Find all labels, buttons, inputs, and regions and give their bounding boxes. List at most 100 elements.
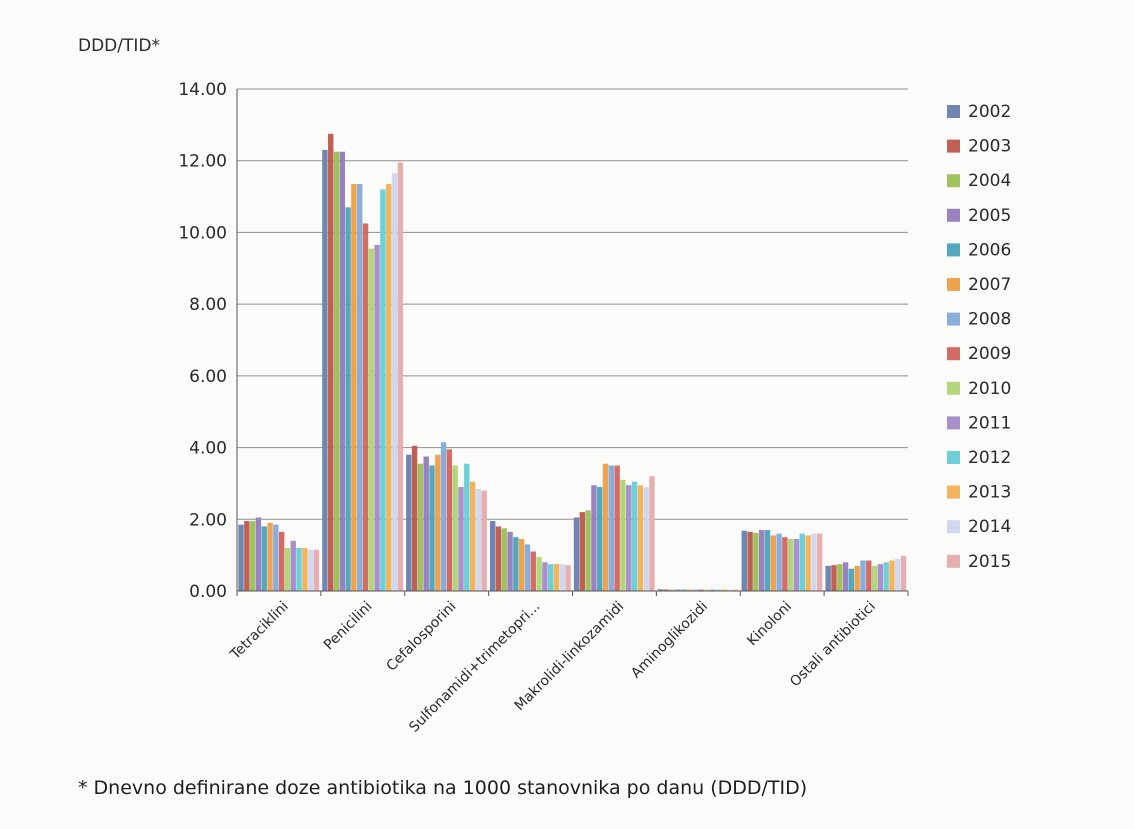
legend-label-2013: 2013 [968, 483, 1011, 503]
category-label: Cefalosporini [383, 599, 459, 675]
legend-label-2003: 2003 [968, 137, 1011, 157]
bar-2012 [464, 463, 470, 591]
bar-2005 [758, 530, 765, 591]
y-tick-label: 2.00 [189, 510, 227, 530]
bar-2008 [692, 589, 698, 591]
bar-2008 [860, 560, 866, 591]
bar-2004 [501, 528, 507, 591]
bar-2013 [553, 564, 560, 591]
bar-2015 [649, 476, 655, 591]
category-label: Ostali antibiotici [787, 599, 879, 691]
bar-2010 [284, 547, 291, 591]
legend-swatch-2009 [947, 347, 960, 361]
bar-2005 [591, 485, 597, 591]
bar-2010 [536, 556, 542, 591]
bar-2010 [787, 539, 794, 591]
legend-swatch-2006 [947, 243, 960, 257]
bar-2010 [620, 479, 626, 591]
legend-label-2002: 2002 [968, 102, 1011, 122]
bar-2011 [458, 487, 464, 591]
bar-2006 [597, 487, 603, 591]
legend-label-2015: 2015 [968, 552, 1011, 572]
bar-2006 [345, 207, 351, 592]
bar-2003 [411, 445, 418, 591]
y-tick-label: 0.00 [189, 582, 227, 602]
legend-swatch-2008 [947, 312, 960, 326]
bar-2003 [328, 133, 334, 592]
bar-2007 [351, 184, 357, 591]
bar-2015 [733, 589, 739, 591]
category-label: Tetraciklini [227, 599, 292, 664]
bar-2008 [273, 524, 279, 591]
bar-2002 [657, 589, 664, 591]
bar-2012 [380, 189, 386, 591]
bar-2014 [811, 533, 817, 591]
bar-2004 [669, 589, 675, 591]
bar-2015 [397, 162, 404, 591]
bar-2002 [406, 454, 412, 591]
bar-2014 [643, 487, 649, 591]
legend-label-2006: 2006 [968, 240, 1011, 260]
bar-2008 [357, 184, 363, 591]
bar-2010 [704, 589, 710, 591]
bar-2006 [513, 537, 519, 591]
y-tick-label: 10.00 [178, 223, 227, 243]
bar-2011 [374, 244, 380, 591]
bar-2009 [782, 537, 788, 591]
category-label: Penicilini [321, 599, 376, 654]
bar-2011 [877, 564, 884, 591]
bar-2002 [489, 521, 496, 591]
bar-2002 [322, 149, 328, 591]
bar-2015 [481, 490, 487, 591]
bar-2014 [559, 564, 565, 591]
legend-label-2008: 2008 [968, 310, 1011, 330]
bars [238, 133, 907, 592]
bar-2004 [417, 463, 424, 591]
bar-2005 [339, 151, 346, 591]
y-tick-label: 12.00 [178, 152, 227, 172]
bar-2009 [446, 449, 453, 591]
bar-2006 [848, 568, 855, 591]
bar-2009 [530, 551, 536, 591]
bar-2014 [391, 173, 398, 591]
bar-2008 [524, 544, 531, 591]
bar-2013 [721, 589, 727, 591]
bar-2011 [542, 562, 548, 591]
bar-2014 [895, 558, 901, 591]
legend-label-2010: 2010 [968, 379, 1011, 399]
y-tick-label: 14.00 [178, 80, 227, 100]
bar-2003 [495, 526, 502, 591]
legend-label-2009: 2009 [968, 344, 1011, 364]
legend: 2002 2003 2004 2005 2006 2007 2008 2009 2010 2011… [947, 102, 1011, 572]
bar-2011 [626, 485, 632, 591]
bar-2008 [608, 465, 615, 591]
bar-2005 [842, 562, 849, 591]
bar-2010 [871, 565, 878, 591]
bar-2012 [883, 562, 889, 591]
bar-2011 [793, 539, 800, 591]
bar-2006 [680, 589, 687, 591]
legend-label-2004: 2004 [968, 171, 1011, 191]
bar-2003 [663, 589, 669, 591]
legend-swatch-2004 [947, 174, 960, 188]
bar-2004 [837, 564, 843, 591]
bar-2013 [302, 547, 308, 591]
bar-2014 [307, 549, 314, 591]
footnote: * Dnevno definirane doze antibiotika na … [78, 777, 808, 799]
legend-swatch-2005 [947, 208, 960, 222]
bar-2003 [244, 521, 250, 591]
bar-2004 [753, 532, 759, 591]
legend-swatch-2011 [947, 416, 960, 430]
bar-2006 [261, 526, 267, 591]
category-label: Aminoglikozidi [628, 599, 711, 682]
bar-2015 [313, 549, 320, 591]
bar-2012 [631, 481, 638, 591]
bar-2011 [290, 540, 296, 591]
bar-2006 [429, 465, 435, 591]
bar-2007 [518, 539, 525, 591]
legend-swatch-2015 [947, 554, 960, 568]
bar-2002 [825, 565, 831, 591]
legend-swatch-2002 [947, 105, 960, 118]
legend-swatch-2013 [947, 485, 960, 499]
bar-2007 [435, 454, 441, 591]
